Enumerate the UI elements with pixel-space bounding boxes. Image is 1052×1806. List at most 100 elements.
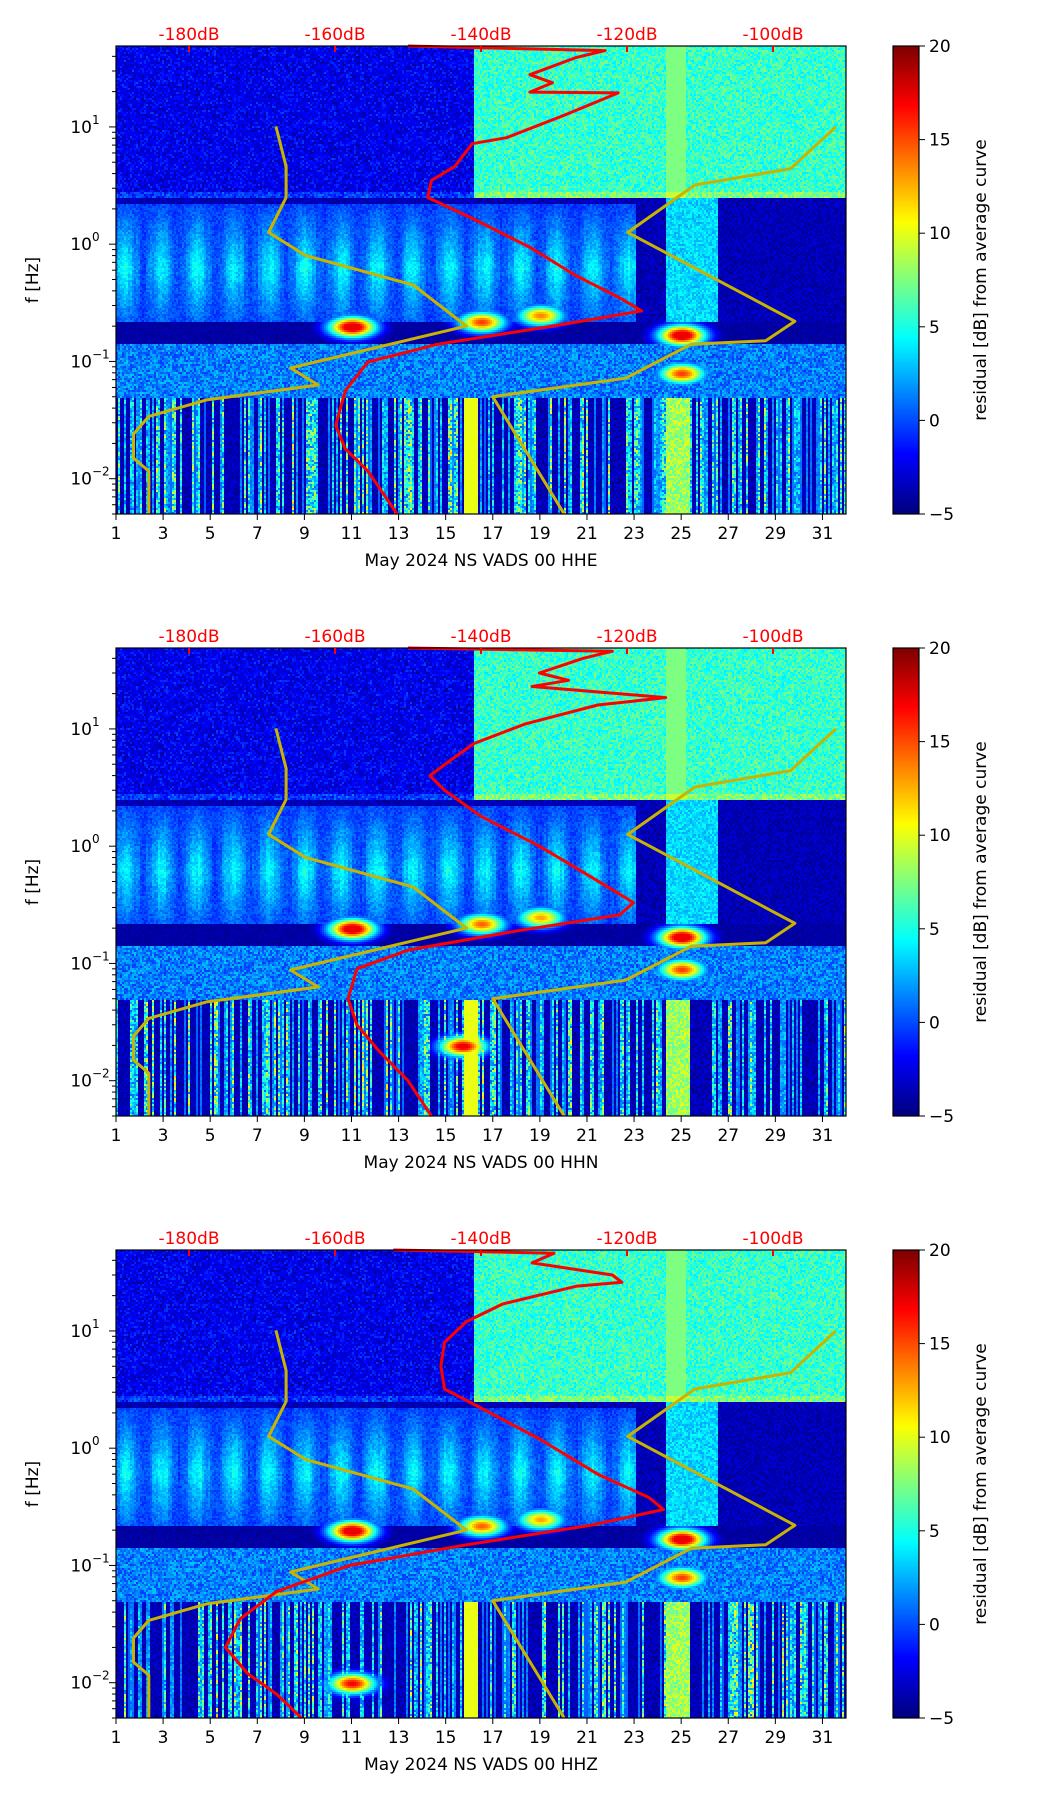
x-tick-label: 31 <box>812 1728 834 1748</box>
x-axis-label: May 2024 NS VADS 00 HHZ <box>364 1755 598 1775</box>
x-tick-label: 15 <box>435 1728 457 1748</box>
x-tick-label: 9 <box>299 524 310 544</box>
spectrogram-heatmap <box>116 46 846 514</box>
top-tick-label: -100dB <box>742 627 803 647</box>
x-tick-label: 17 <box>482 1728 504 1748</box>
x-tick-label: 19 <box>529 524 551 544</box>
x-tick-label: 21 <box>576 1126 598 1146</box>
x-tick-label: 27 <box>717 1126 739 1146</box>
colorbar <box>893 648 919 1116</box>
x-tick-label: 11 <box>341 1126 363 1146</box>
x-tick-label: 21 <box>576 524 598 544</box>
x-tick-label: 3 <box>158 524 169 544</box>
colorbar-tick-label: −5 <box>929 1107 954 1127</box>
y-tick-label: 10 <box>70 720 92 740</box>
top-tick-label: -140dB <box>450 1229 511 1249</box>
x-tick-label: 9 <box>299 1126 310 1146</box>
colorbar-frame <box>892 45 920 515</box>
colorbar-tick-label: 10 <box>929 1428 951 1448</box>
high-noise-model-curve <box>491 1329 837 1719</box>
top-tick-label: -160dB <box>304 1229 365 1249</box>
y-tick-label: 10 <box>70 118 92 138</box>
x-tick-label: 7 <box>252 524 263 544</box>
y-axis-label: f [Hz] <box>23 859 43 905</box>
psd-curve <box>224 1248 665 1720</box>
y-tick-exponent: −1 <box>92 1551 110 1565</box>
colorbar-tick-label: 20 <box>929 37 951 57</box>
y-tick-label: 10 <box>70 1072 92 1092</box>
colorbar-tick-label: 0 <box>929 1615 940 1635</box>
x-tick-label: 29 <box>765 1728 787 1748</box>
y-tick-exponent: −2 <box>92 1067 110 1081</box>
y-tick-label: 10 <box>70 837 92 857</box>
top-tick-label: -100dB <box>742 25 803 45</box>
top-tick-label: -120dB <box>596 1229 657 1249</box>
colorbar-tick-label: 15 <box>929 131 951 151</box>
colorbar-tick-label: 20 <box>929 1241 951 1261</box>
low-noise-model-curve <box>132 728 468 1116</box>
y-tick-label: 10 <box>70 954 92 974</box>
y-axis-label: f [Hz] <box>23 1461 43 1507</box>
colorbar-tick-label: 15 <box>929 1335 951 1355</box>
colorbar-label: residual [dB] from average curve <box>971 1343 991 1624</box>
low-noise-model-curve <box>132 126 468 514</box>
x-tick-label: 11 <box>341 524 363 544</box>
colorbar-tick-label: 5 <box>929 920 940 940</box>
y-axis-label: f [Hz] <box>23 257 43 303</box>
x-tick-label: 23 <box>623 1126 645 1146</box>
y-tick-label: 10 <box>70 352 92 372</box>
x-tick-label: 13 <box>388 1126 410 1146</box>
top-tick-label: -160dB <box>304 25 365 45</box>
top-tick-label: -180dB <box>158 25 219 45</box>
colorbar-frame <box>892 1249 920 1719</box>
top-tick-label: -140dB <box>450 627 511 647</box>
colorbar-tick-label: 10 <box>929 224 951 244</box>
y-tick-label: 10 <box>70 470 92 490</box>
top-tick-label: -160dB <box>304 627 365 647</box>
x-tick-label: 15 <box>435 524 457 544</box>
x-tick-label: 1 <box>111 1728 122 1748</box>
x-tick-label: 19 <box>529 1126 551 1146</box>
high-noise-model-curve <box>491 125 837 515</box>
top-tick-label: -100dB <box>742 1229 803 1249</box>
top-tick-label: -180dB <box>158 627 219 647</box>
x-tick-label: 15 <box>435 1126 457 1146</box>
y-tick-exponent: 0 <box>92 832 100 846</box>
x-tick-label: 5 <box>205 524 216 544</box>
y-tick-exponent: −1 <box>92 949 110 963</box>
x-tick-label: 31 <box>812 1126 834 1146</box>
x-axis-label: May 2024 NS VADS 00 HHE <box>365 551 598 571</box>
colorbar-frame <box>892 647 920 1117</box>
x-tick-label: 17 <box>482 524 504 544</box>
axes-frame <box>115 45 847 515</box>
spectrogram-heatmap <box>116 648 846 1116</box>
x-tick-label: 29 <box>765 524 787 544</box>
y-tick-exponent: 1 <box>92 113 100 127</box>
y-tick-exponent: 0 <box>92 230 100 244</box>
x-tick-label: 27 <box>717 1728 739 1748</box>
colorbar-label: residual [dB] from average curve <box>971 741 991 1022</box>
colorbar-label: residual [dB] from average curve <box>971 139 991 420</box>
colorbar-tick-label: −5 <box>929 505 954 525</box>
top-tick-label: -120dB <box>596 25 657 45</box>
x-tick-label: 13 <box>388 1728 410 1748</box>
colorbar-tick-label: 0 <box>929 1013 940 1033</box>
y-tick-exponent: 0 <box>92 1434 100 1448</box>
y-tick-label: 10 <box>70 1322 92 1342</box>
x-tick-label: 21 <box>576 1728 598 1748</box>
y-tick-exponent: −2 <box>92 1669 110 1683</box>
colorbar-tick-label: 10 <box>929 826 951 846</box>
y-tick-exponent: 1 <box>92 715 100 729</box>
colorbar-tick-label: 20 <box>929 639 951 659</box>
x-tick-label: 23 <box>623 1728 645 1748</box>
x-tick-label: 25 <box>670 524 692 544</box>
y-tick-exponent: −2 <box>92 465 110 479</box>
spectrogram-heatmap <box>116 1250 846 1718</box>
x-tick-label: 19 <box>529 1728 551 1748</box>
y-tick-label: 10 <box>70 1674 92 1694</box>
colorbar-tick-label: 5 <box>929 318 940 338</box>
psd-curve <box>334 44 644 515</box>
